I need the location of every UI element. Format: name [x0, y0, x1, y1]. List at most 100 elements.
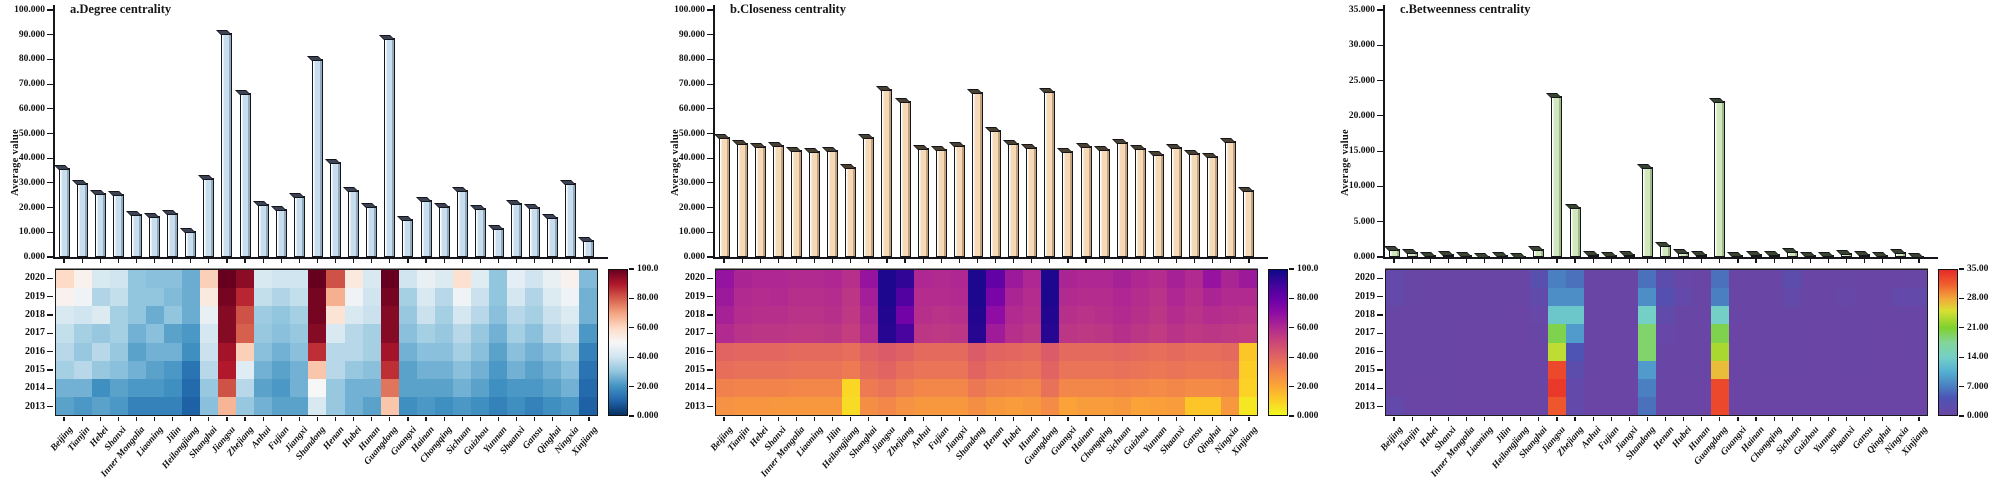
heatmap-cell — [362, 324, 381, 343]
heatmap-cell — [560, 360, 579, 379]
heatmap-cell — [1764, 360, 1783, 379]
heatmap-cell — [1782, 360, 1801, 379]
heatmap-cell — [578, 288, 597, 307]
y-axis-tick — [707, 231, 713, 233]
heatmap-x-tick — [479, 417, 481, 421]
heatmap-cell — [950, 324, 969, 343]
bar-axis-tick — [1139, 258, 1141, 263]
bar-gansu — [1189, 152, 1201, 257]
heatmap-cell — [1584, 306, 1603, 325]
heatmap-cell — [560, 396, 579, 415]
heatmap-cell — [1076, 324, 1095, 343]
heatmap-cell — [128, 306, 147, 325]
year-label: 2016 — [1355, 345, 1375, 357]
heatmap-cell — [1728, 270, 1747, 289]
heatmap-cell — [1764, 324, 1783, 343]
heatmap-x-tick — [904, 417, 906, 421]
heatmap-cell — [1404, 324, 1423, 343]
heatmap-cell — [254, 342, 273, 361]
year-axis-tick — [707, 314, 713, 316]
heatmap-cell — [326, 270, 345, 289]
heatmap-cell — [1692, 288, 1711, 307]
heatmap-cell — [1458, 360, 1477, 379]
heatmap-cell — [1166, 360, 1185, 379]
heatmap-cell — [1674, 324, 1693, 343]
heatmap-cell — [1112, 306, 1131, 325]
heatmap-cell — [1040, 360, 1059, 379]
heatmap-cell — [326, 288, 345, 307]
heatmap-cell — [362, 360, 381, 379]
colorbar-tick-label: 0.000 — [1297, 411, 1319, 421]
bar-anhui — [257, 203, 269, 257]
heatmap-cell — [1530, 324, 1549, 343]
year-axis-tick — [707, 332, 713, 334]
heatmap-cell — [1022, 270, 1041, 289]
heatmap-cell — [74, 306, 93, 325]
bar-axis-tick — [1809, 258, 1811, 263]
heatmap-cell — [1674, 396, 1693, 415]
heatmap-cell — [1548, 306, 1567, 325]
heatmap-cell — [1202, 270, 1221, 289]
heatmap-cell — [1440, 270, 1459, 289]
heatmap-cell — [146, 324, 165, 343]
colorbar-tick-label: 28.00 — [1967, 293, 1989, 304]
year-axis-tick — [47, 314, 53, 316]
heatmap-cell — [272, 342, 291, 361]
heatmap-x-tick — [153, 417, 156, 421]
y-axis-tick — [47, 182, 53, 184]
heatmap-cell — [1638, 288, 1657, 307]
heatmap-x-tick — [552, 417, 554, 421]
bar-axis-tick — [1411, 258, 1413, 263]
bar-axis-tick — [1556, 258, 1558, 263]
heatmap-cell — [824, 324, 843, 343]
y-axis-tick — [47, 256, 53, 258]
heatmap-cell — [92, 342, 111, 361]
heatmap-cell — [1004, 342, 1023, 361]
heatmap-cell — [1494, 324, 1513, 343]
heatmap-cell — [1728, 396, 1747, 415]
heatmap-cell — [752, 270, 771, 289]
heatmap-cell — [434, 306, 453, 325]
heatmap-cell — [1584, 342, 1603, 361]
bar-axis-tick — [1248, 258, 1250, 263]
heatmap-cell — [1440, 378, 1459, 397]
heatmap-cell — [272, 270, 291, 289]
heatmap-cell — [1620, 288, 1639, 307]
heatmap-cell — [1220, 342, 1239, 361]
heatmap-cell — [1112, 342, 1131, 361]
heatmap-cell — [1512, 324, 1531, 343]
colorbar-tick — [1959, 327, 1964, 329]
heatmap-cell — [806, 270, 825, 289]
heatmap-cell — [1782, 324, 1801, 343]
bar-axis-tick — [1067, 258, 1069, 263]
heatmap-cell — [824, 342, 843, 361]
colorbar-tick-label: 20.00 — [637, 381, 659, 392]
heatmap-cell — [92, 288, 111, 307]
panel-betweenness-centrality: c.Betweenness centrality Average value 0… — [1330, 0, 2001, 490]
bar-yunnan — [492, 228, 504, 257]
heatmap-cell — [1094, 342, 1113, 361]
year-axis-tick — [1377, 351, 1383, 353]
bar-jiangxi — [953, 145, 965, 257]
heatmap-cell — [1836, 270, 1855, 289]
heatmap-x-tick — [99, 417, 101, 421]
heatmap-cell — [1602, 306, 1621, 325]
heatmap-cell — [1220, 360, 1239, 379]
colorbar-tick-label: 100.0 — [637, 264, 659, 274]
heatmap-cell — [1476, 288, 1495, 307]
bar-jilin — [167, 212, 179, 257]
bar-axis-tick — [1429, 258, 1431, 263]
heatmap-cell — [1584, 396, 1603, 415]
heatmap-cell — [92, 378, 111, 397]
bar-axis-tick — [552, 258, 554, 263]
colorbar-tick — [1289, 327, 1294, 329]
colorbar-tick — [1289, 268, 1294, 270]
heatmap-cell — [488, 270, 507, 289]
bar-xinjiang — [583, 239, 595, 257]
heatmap-cell — [1800, 324, 1819, 343]
bar-beijing — [718, 137, 730, 257]
heatmap-x-tick — [1628, 417, 1630, 421]
heatmap-cell — [56, 288, 75, 307]
bar-henan — [1660, 245, 1672, 257]
